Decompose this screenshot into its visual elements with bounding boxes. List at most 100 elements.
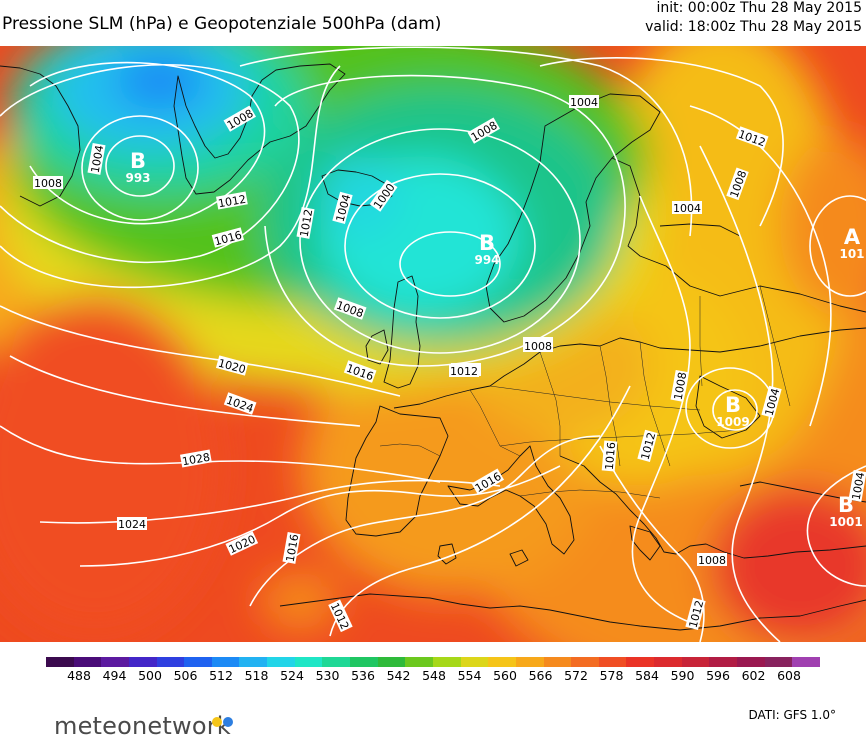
legend-tick: 602 (741, 668, 766, 683)
colorbar-swatch (294, 657, 323, 667)
isobar-label: 1008 (697, 553, 727, 567)
pressure-center-value: 1009 (716, 415, 749, 429)
legend-tick: 536 (351, 668, 375, 683)
pressure-center-letter: B (838, 493, 854, 517)
legend-tick: 608 (777, 668, 801, 683)
colorbar-swatch (350, 657, 378, 667)
svg-text:1008: 1008 (524, 340, 552, 353)
colorbar-swatch (101, 657, 129, 667)
isobar-label: 1028 (180, 449, 212, 469)
svg-text:1024: 1024 (118, 518, 146, 531)
legend-tick: 542 (386, 668, 411, 683)
colorbar-swatch (239, 657, 268, 667)
pressure-center-value: 101 (839, 247, 864, 261)
svg-text:1004: 1004 (673, 202, 701, 215)
svg-text:1004: 1004 (89, 144, 107, 174)
svg-text:1008: 1008 (672, 371, 690, 401)
colorbar-swatch (405, 657, 433, 667)
brand-logo: meteonetwork (54, 712, 231, 740)
colorbar-swatch (267, 657, 295, 667)
pressure-center-letter: B (725, 393, 741, 417)
legend-tick: 494 (102, 668, 127, 683)
legend-tick: 566 (528, 668, 553, 683)
legend-tick: 584 (635, 668, 659, 683)
valid-time: valid: 18:00z Thu 28 May 2015 (645, 19, 862, 35)
pressure-center-letter: B (479, 231, 495, 255)
pressure-center-value: 993 (125, 171, 150, 185)
isobar-label: 1004 (87, 143, 107, 175)
pressure-center-value: 994 (474, 253, 499, 267)
pressure-center-value: 1001 (829, 515, 862, 529)
svg-text:1028: 1028 (181, 451, 211, 469)
legend-tick: 518 (244, 668, 269, 683)
legend-tick: 548 (422, 668, 446, 683)
svg-text:1016: 1016 (603, 442, 618, 471)
data-source: DATI: GFS 1.0° (748, 708, 836, 722)
colorbar-swatch (46, 657, 74, 667)
colorbar-swatch (488, 657, 516, 667)
colorbar-swatch (626, 657, 655, 667)
isobar-label: 1012 (449, 364, 479, 378)
pressure-center-letter: A (844, 225, 861, 249)
isobar-label: 1004 (848, 470, 866, 502)
isobar-label: 1008 (670, 370, 690, 402)
isobar-label: 1008 (33, 176, 63, 190)
colorbar-swatch (432, 657, 461, 667)
colorbar-swatch (737, 657, 765, 667)
isobar-label: 1016 (601, 440, 618, 472)
isobars (0, 46, 866, 642)
isobar-label: 1024 (117, 517, 147, 531)
map-title: Pressione SLM (hPa) e Geopotenziale 500h… (2, 14, 442, 34)
legend-tick: 512 (209, 668, 233, 683)
weather-map: 1004100810081008101210161004101210041000… (0, 46, 866, 642)
svg-text:1008: 1008 (34, 177, 62, 190)
colorbar-swatch (598, 657, 627, 667)
colorbar-swatch (156, 657, 185, 667)
colorbar-swatch (709, 657, 738, 667)
isobar-label: 1008 (523, 339, 553, 353)
colorbar-swatch (73, 657, 102, 667)
svg-text:1004: 1004 (570, 96, 598, 109)
svg-text:1012: 1012 (450, 365, 478, 378)
colorbar-swatch (184, 657, 212, 667)
init-time: init: 00:00z Thu 28 May 2015 (656, 0, 863, 16)
colorbar-swatch (322, 657, 351, 667)
brand-dots-icon (212, 712, 234, 731)
pressure-center-letter: B (130, 149, 146, 173)
svg-text:1008: 1008 (698, 554, 726, 567)
svg-text:1012: 1012 (298, 208, 316, 238)
legend-tick: 530 (315, 668, 340, 683)
legend-colorbar (46, 657, 820, 667)
colorbar-swatch (377, 657, 406, 667)
colorbar-swatch (654, 657, 682, 667)
colorbar-swatch (128, 657, 157, 667)
legend-tick: 596 (706, 668, 730, 683)
geopotential-field (0, 46, 866, 642)
legend-tick: 578 (599, 668, 624, 683)
colorbar-swatch (571, 657, 599, 667)
svg-text:1004: 1004 (850, 471, 866, 501)
borders (379, 285, 791, 499)
colorbar-swatch (792, 657, 820, 667)
colorbar-swatch (764, 657, 793, 667)
legend-tick: 506 (173, 668, 198, 683)
legend-ticks: 488 494 500 506 512 518 524 530 536 542 548 554 560 5… (46, 668, 820, 686)
colorbar-swatch (460, 657, 489, 667)
legend-tick: 488 (67, 668, 91, 683)
isobar-label: 1012 (296, 207, 316, 239)
svg-text:1016: 1016 (284, 533, 302, 563)
svg-text:1012: 1012 (217, 193, 247, 211)
legend-tick: 572 (564, 668, 588, 683)
colorbar-swatch (515, 657, 544, 667)
legend-tick: 500 (138, 668, 162, 683)
colorbar-swatch (211, 657, 240, 667)
isobar-label: 1004 (569, 95, 599, 109)
legend-tick: 560 (493, 668, 517, 683)
legend-tick: 524 (280, 668, 304, 683)
